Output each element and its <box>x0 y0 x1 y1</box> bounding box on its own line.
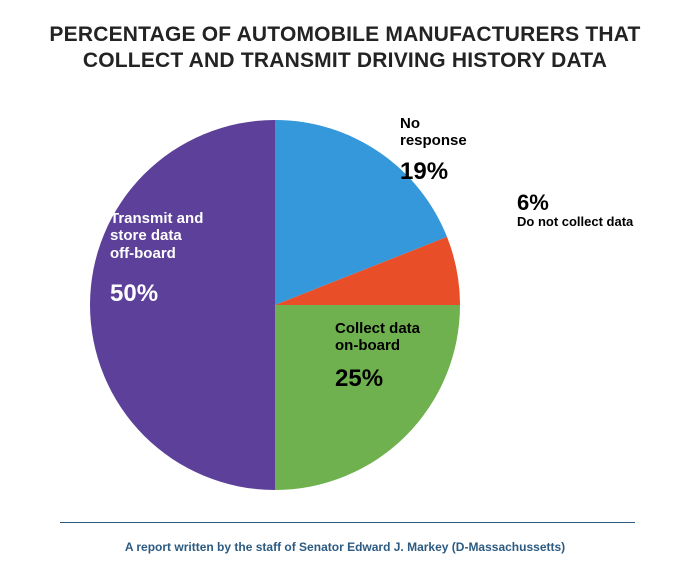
slice-label-on_board: Collect dataon-board <box>335 320 420 355</box>
footer-rule <box>60 522 635 523</box>
slice-label-text-do_not_collect: Do not collect data <box>517 215 633 230</box>
slice-pct-do_not_collect: 6% <box>517 190 549 215</box>
slice-pct-off_board: 50% <box>110 280 158 308</box>
pie-chart: Noresponse 19% Do not collect data6% Collec… <box>0 80 690 500</box>
chart-page: { "title": { "line1": "PERCENTAGE OF AUT… <box>0 0 690 577</box>
slice-label-text-off_board: Transmit andstore dataoff-board <box>110 210 203 262</box>
slice-pct-no_response: 19% <box>400 158 448 186</box>
chart-title-line-1: PERCENTAGE OF AUTOMOBILE MANUFACTURERS T… <box>49 23 640 46</box>
chart-title: PERCENTAGE OF AUTOMOBILE MANUFACTURERS T… <box>0 0 690 75</box>
slice-pct-value-on_board: 25% <box>335 365 383 393</box>
footer-text: A report written by the staff of Senator… <box>0 540 690 554</box>
slice-label-do_not_collect: Do not collect data <box>517 215 633 230</box>
slice-pct-value-do_not_collect: 6% <box>517 190 549 215</box>
slice-pct-value-no_response: 19% <box>400 158 448 186</box>
slice-label-text-on_board: Collect dataon-board <box>335 320 420 355</box>
slice-label-no_response: Noresponse <box>400 115 467 150</box>
chart-title-line-2: COLLECT AND TRANSMIT DRIVING HISTORY DAT… <box>83 49 607 72</box>
slice-label-off_board: Transmit andstore dataoff-board <box>110 210 203 262</box>
slice-pct-value-off_board: 50% <box>110 280 158 308</box>
slice-label-text-no_response: Noresponse <box>400 115 467 150</box>
slice-pct-on_board: 25% <box>335 365 383 393</box>
